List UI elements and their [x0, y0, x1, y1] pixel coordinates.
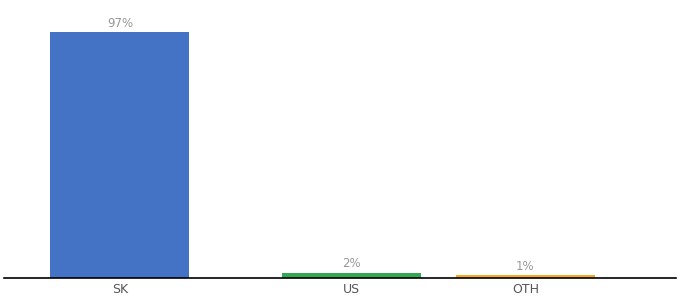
Bar	[50, 32, 190, 278]
Text: 97%: 97%	[107, 16, 133, 29]
Text: 1%: 1%	[516, 260, 534, 273]
Bar	[456, 275, 595, 278]
Text: 2%: 2%	[342, 257, 361, 270]
Bar	[282, 273, 421, 278]
